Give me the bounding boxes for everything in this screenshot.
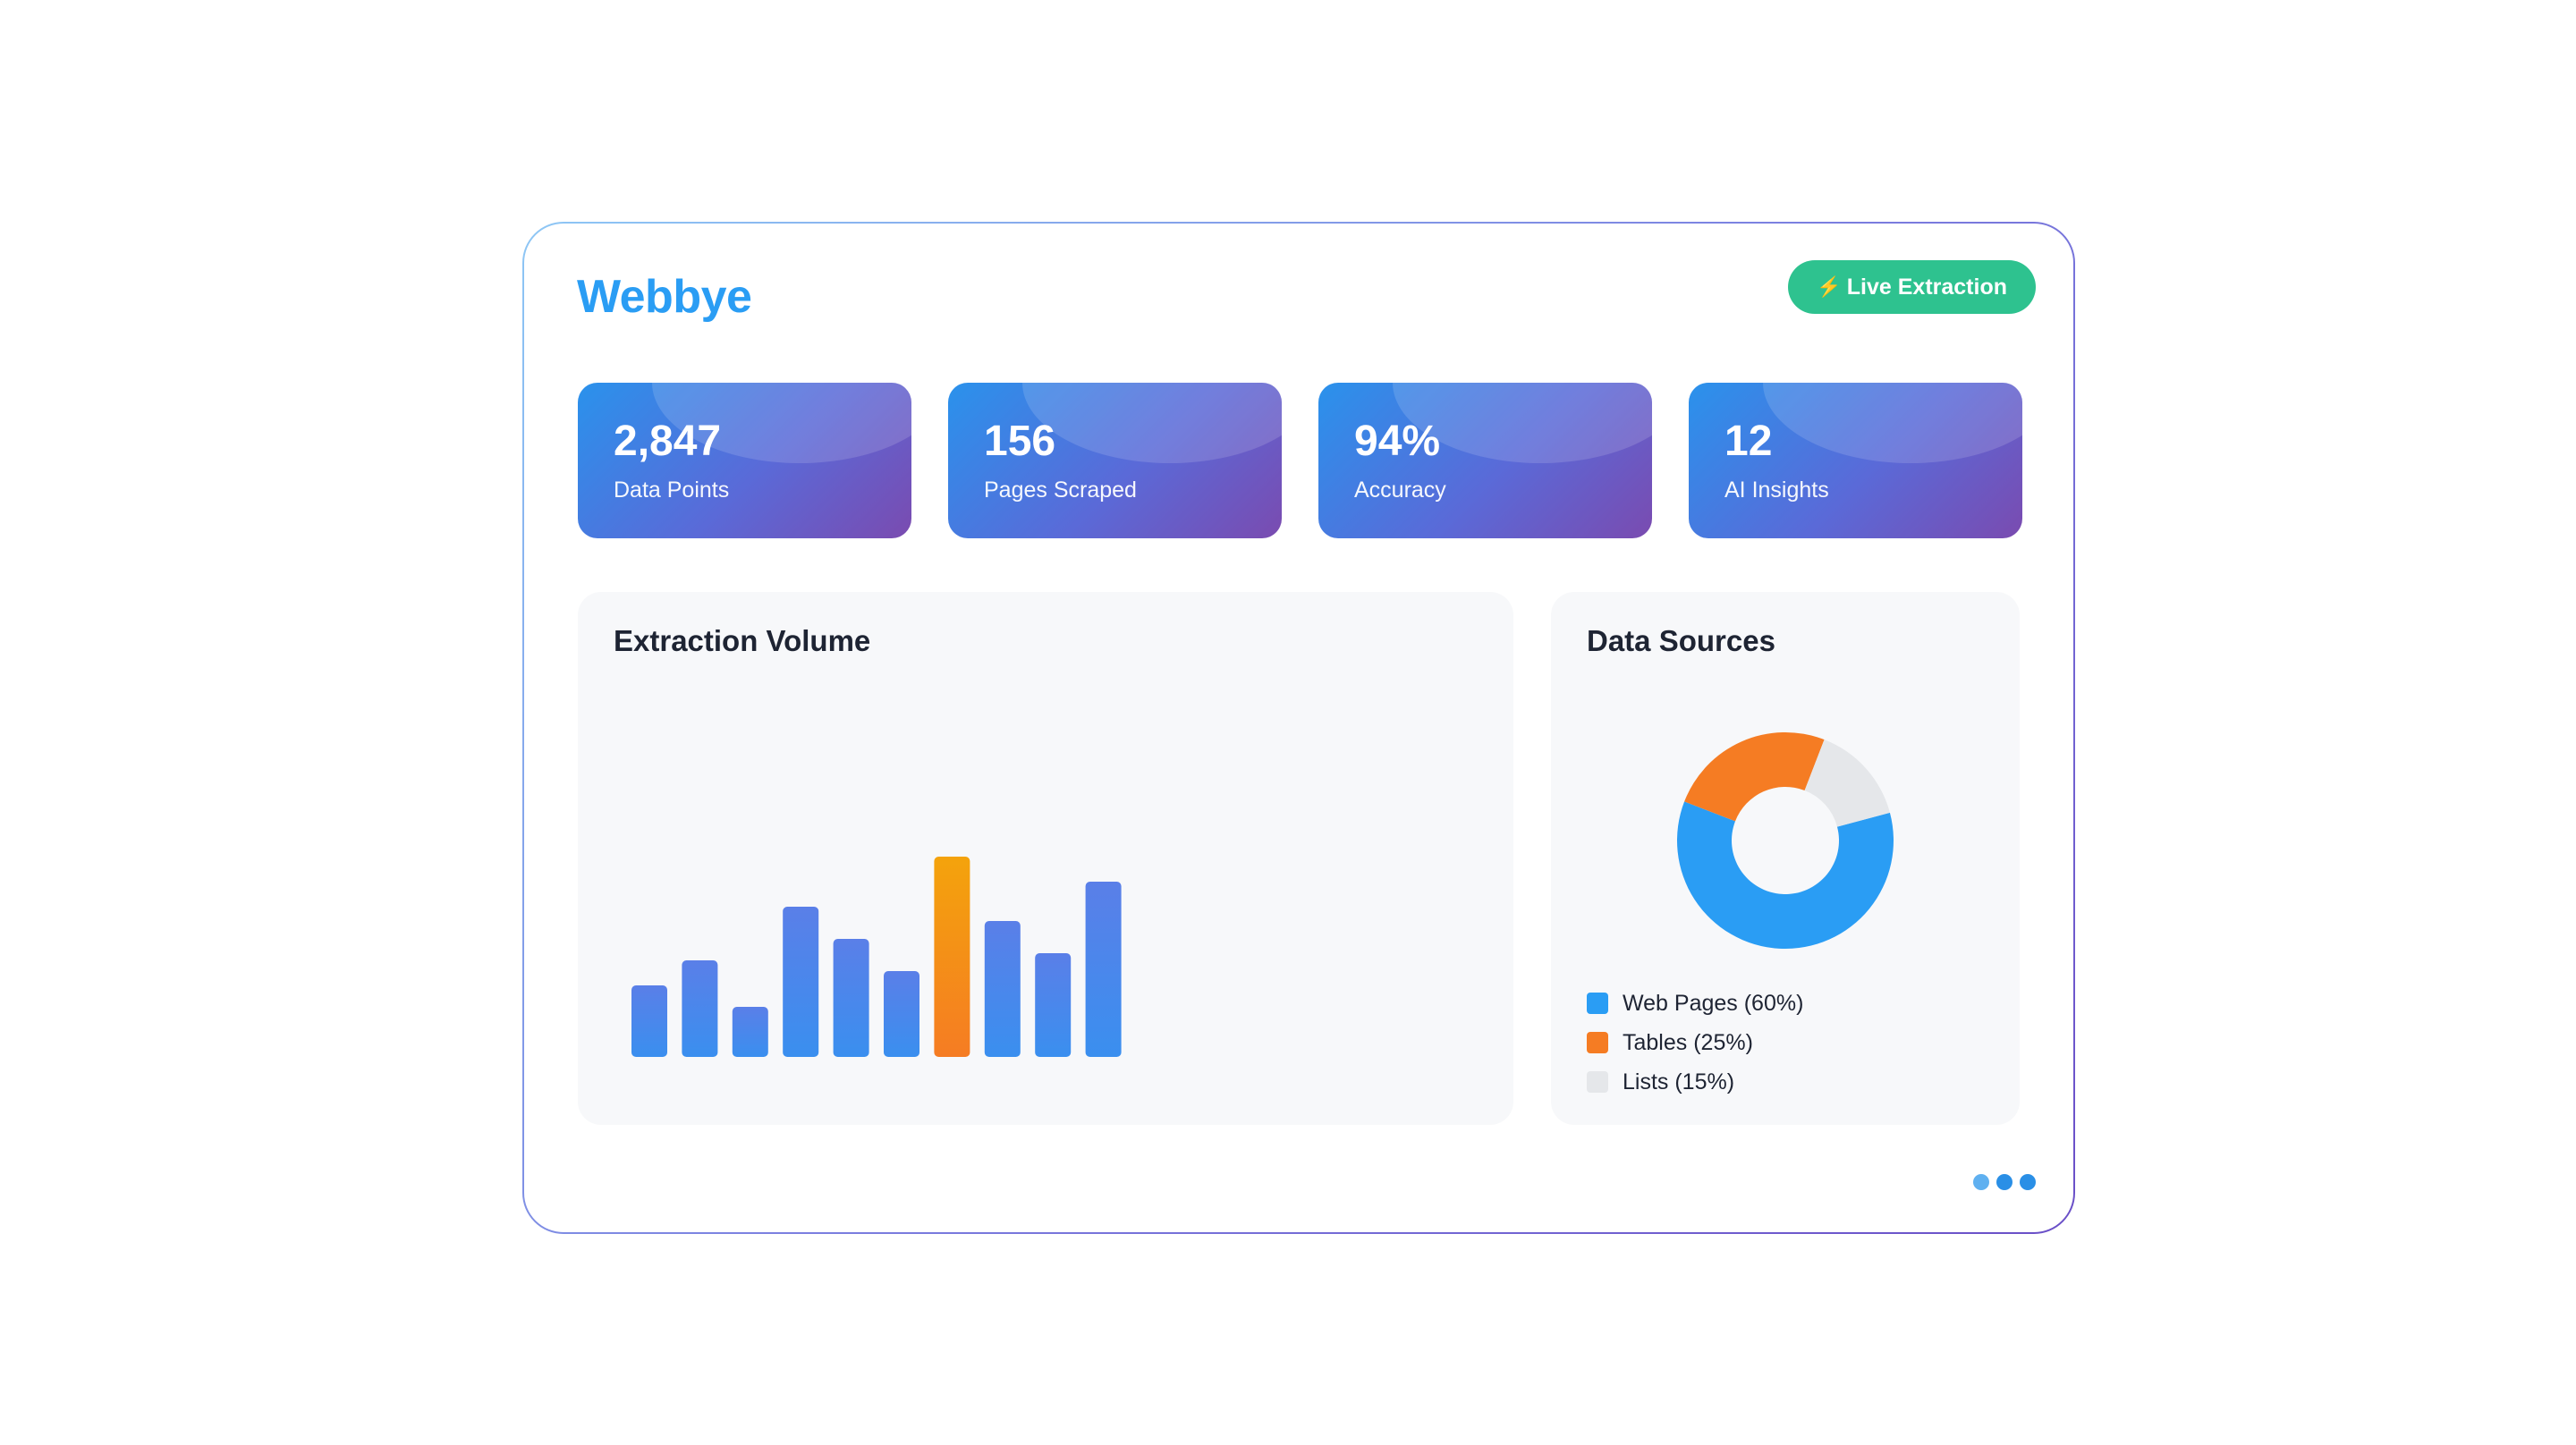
- legend-swatch: [1587, 1032, 1608, 1053]
- pager-dot-2[interactable]: [1996, 1174, 2012, 1190]
- pager-dots: [1973, 1174, 2036, 1190]
- data-sources-panel: Data Sources Web Pages (60%) Tables (25%)…: [1551, 592, 2020, 1125]
- bar-2: [682, 960, 718, 1057]
- stat-label: AI Insights: [1724, 477, 1829, 503]
- legend-label: Tables (25%): [1623, 1029, 1753, 1055]
- stat-card-data-points: 2,847 Data Points: [578, 383, 911, 538]
- stat-cards: 2,847 Data Points 156 Pages Scraped 94% …: [578, 383, 2022, 538]
- legend-swatch: [1587, 1071, 1608, 1093]
- stat-label: Accuracy: [1354, 477, 1446, 503]
- data-sources-legend: Web Pages (60%) Tables (25%) Lists (15%): [1587, 984, 1803, 1102]
- bar-6: [884, 971, 919, 1057]
- brand-title: Webbye: [577, 271, 752, 323]
- bar-7: [934, 857, 970, 1057]
- bar-1: [631, 985, 667, 1057]
- donut-slice-2: [1684, 732, 1825, 822]
- stat-value: 2,847: [614, 418, 722, 465]
- live-extraction-button[interactable]: ⚡ Live Extraction: [1788, 260, 2036, 314]
- stat-card-pages-scraped: 156 Pages Scraped: [948, 383, 1282, 538]
- pager-dot-1[interactable]: [1973, 1174, 1989, 1190]
- stat-label: Pages Scraped: [984, 477, 1137, 503]
- bar-9: [1035, 953, 1072, 1057]
- pager-dot-3[interactable]: [2020, 1174, 2036, 1190]
- panel-title: Extraction Volume: [614, 624, 871, 657]
- stat-value: 12: [1724, 418, 1773, 465]
- data-sources-donut: [1677, 732, 1894, 949]
- live-extraction-label: Live Extraction: [1846, 274, 2007, 300]
- dashboard-frame: Webbye ⚡ Live Extraction 2,847 Data Poin…: [522, 222, 2075, 1234]
- card-glow: [1763, 383, 2022, 463]
- lightning-icon: ⚡: [1817, 275, 1842, 298]
- legend-item: Lists (15%): [1587, 1062, 1803, 1102]
- stat-label: Data Points: [614, 477, 730, 503]
- legend-item: Web Pages (60%): [1587, 984, 1803, 1023]
- bar-4: [783, 907, 819, 1057]
- bar-10: [1085, 882, 1122, 1057]
- card-glow: [1022, 383, 1282, 463]
- legend-swatch: [1587, 993, 1608, 1014]
- bar-8: [984, 921, 1021, 1057]
- extraction-volume-panel: Extraction Volume: [578, 592, 1513, 1125]
- dashboard-window: Webbye ⚡ Live Extraction 2,847 Data Poin…: [524, 224, 2073, 1232]
- legend-label: Lists (15%): [1623, 1069, 1735, 1094]
- extraction-volume-chart: [631, 857, 1122, 1057]
- bar-5: [833, 939, 869, 1057]
- bar-3: [732, 1007, 768, 1057]
- donut-slice-3: [1804, 739, 1890, 827]
- legend-item: Tables (25%): [1587, 1023, 1803, 1062]
- donut-slice-1: [1677, 801, 1894, 949]
- legend-label: Web Pages (60%): [1623, 990, 1804, 1016]
- stat-value: 94%: [1354, 418, 1441, 465]
- stat-card-accuracy: 94% Accuracy: [1318, 383, 1652, 538]
- panel-title: Data Sources: [1587, 624, 1775, 657]
- stat-value: 156: [984, 418, 1056, 465]
- stat-card-ai-insights: 12 AI Insights: [1689, 383, 2022, 538]
